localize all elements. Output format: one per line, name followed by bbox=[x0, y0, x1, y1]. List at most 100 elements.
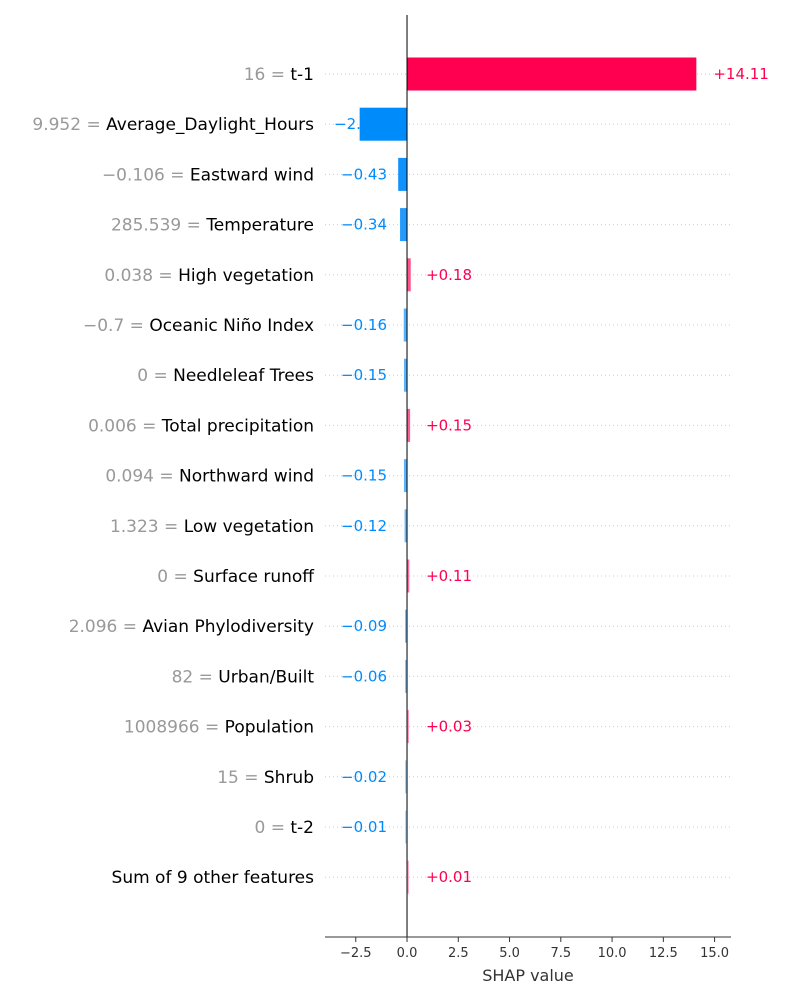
feature-label: 0.006 = Total precipitation bbox=[88, 416, 314, 436]
feature-value: 16 = bbox=[244, 65, 291, 85]
x-tick-label: 12.5 bbox=[649, 946, 678, 961]
bar bbox=[405, 760, 408, 794]
feature-label: 285.539 = Temperature bbox=[111, 216, 314, 236]
feature-label: 2.096 = Avian Phylodiversity bbox=[69, 617, 314, 637]
rows-layer: 16 = t-1 +14.11 9.952 = Average_Daylight_H… bbox=[32, 57, 769, 894]
feature-value: 0.094 = bbox=[105, 467, 179, 487]
feature-name: High vegetation bbox=[178, 266, 314, 286]
value-label: −0.43 bbox=[341, 165, 387, 183]
value-label: −0.09 bbox=[341, 617, 387, 635]
x-tick-label: 0.0 bbox=[397, 946, 418, 961]
feature-label: 0 = Surface runoff bbox=[157, 567, 315, 587]
feature-value: 1.323 = bbox=[110, 517, 184, 537]
row: 1.323 = Low vegetation −0.12 bbox=[110, 509, 731, 543]
value-label: +0.18 bbox=[426, 266, 472, 284]
feature-label: 1.323 = Low vegetation bbox=[110, 517, 314, 537]
feature-value: 82 = bbox=[172, 667, 219, 687]
bar bbox=[407, 710, 410, 744]
row: 15 = Shrub −0.02 bbox=[217, 760, 731, 794]
row: 0.006 = Total precipitation +0.15 bbox=[88, 408, 731, 442]
x-tick-label: 15.0 bbox=[700, 946, 729, 961]
feature-label: 0.038 = High vegetation bbox=[104, 266, 314, 286]
value-label: −2.31 bbox=[334, 115, 380, 133]
row: −0.7 = Oceanic Niño Index −0.16 bbox=[83, 308, 731, 342]
x-tick-label: 5.0 bbox=[499, 946, 520, 961]
value-label: −0.16 bbox=[341, 316, 387, 334]
feature-value: 9.952 = bbox=[32, 115, 106, 135]
value-label: −0.15 bbox=[341, 366, 387, 384]
x-tick-label: 2.5 bbox=[448, 946, 469, 961]
feature-name: Shrub bbox=[264, 768, 314, 788]
feature-name: Urban/Built bbox=[218, 667, 314, 687]
x-axis-title: SHAP value bbox=[482, 966, 574, 985]
bar bbox=[403, 358, 408, 392]
value-label: +0.01 bbox=[426, 868, 472, 886]
row: Sum of 9 other features +0.01 bbox=[112, 860, 731, 894]
bar bbox=[407, 559, 410, 593]
row: 0.038 = High vegetation +0.18 bbox=[104, 258, 731, 292]
row: 1008966 = Population +0.03 bbox=[124, 710, 731, 744]
feature-name: Low vegetation bbox=[184, 517, 314, 537]
bar bbox=[403, 308, 408, 342]
value-label: +0.03 bbox=[426, 718, 472, 736]
feature-label: 0.094 = Northward wind bbox=[105, 467, 314, 487]
feature-value: 0 = bbox=[137, 366, 173, 386]
bar bbox=[400, 208, 408, 242]
feature-value: 0.006 = bbox=[88, 416, 162, 436]
value-label: −0.12 bbox=[341, 517, 387, 535]
bar bbox=[407, 57, 697, 91]
feature-label: 1008966 = Population bbox=[124, 718, 314, 738]
value-label: −0.06 bbox=[341, 667, 387, 685]
bar bbox=[407, 408, 411, 442]
feature-label: 9.952 = Average_Daylight_Hours bbox=[32, 115, 314, 135]
feature-label: 0 = t-2 bbox=[255, 818, 315, 838]
feature-name: Average_Daylight_Hours bbox=[106, 115, 314, 135]
feature-value: 1008966 = bbox=[124, 718, 225, 738]
feature-name: Population bbox=[225, 718, 314, 738]
row: 0 = t-2 −0.01 bbox=[255, 810, 731, 844]
feature-name: Total precipitation bbox=[161, 416, 314, 436]
bar bbox=[407, 860, 410, 894]
feature-name: Northward wind bbox=[179, 467, 314, 487]
value-label: +0.11 bbox=[426, 567, 472, 585]
feature-name: Eastward wind bbox=[190, 165, 314, 185]
value-label: +0.15 bbox=[426, 416, 472, 434]
x-axis: −2.5 0.0 2.5 5.0 7.5 10.0 12.5 15.0 bbox=[325, 936, 731, 961]
row: 285.539 = Temperature −0.34 bbox=[111, 208, 731, 242]
bar bbox=[407, 258, 411, 292]
feature-value: −0.106 = bbox=[102, 165, 190, 185]
feature-value: 2.096 = bbox=[69, 617, 143, 637]
feature-label: 15 = Shrub bbox=[217, 768, 314, 788]
row: 2.096 = Avian Phylodiversity −0.09 bbox=[69, 609, 731, 643]
feature-name: Oceanic Niño Index bbox=[149, 316, 314, 336]
row: 0 = Needleleaf Trees −0.15 bbox=[137, 358, 731, 392]
feature-label: 82 = Urban/Built bbox=[172, 667, 315, 687]
feature-name: Sum of 9 other features bbox=[112, 868, 315, 888]
bar bbox=[405, 659, 408, 693]
feature-label: −0.7 = Oceanic Niño Index bbox=[83, 316, 314, 336]
row: 0 = Surface runoff +0.11 bbox=[157, 559, 731, 593]
feature-value: 0 = bbox=[157, 567, 193, 587]
feature-name: t-1 bbox=[290, 65, 314, 85]
x-tick-label: −2.5 bbox=[340, 946, 372, 961]
value-label: −0.01 bbox=[341, 818, 387, 836]
feature-name: Avian Phylodiversity bbox=[142, 617, 314, 637]
value-label: +14.11 bbox=[713, 65, 769, 83]
feature-value: −0.7 = bbox=[83, 316, 149, 336]
x-tick-label: 7.5 bbox=[550, 946, 571, 961]
feature-value: 0.038 = bbox=[104, 266, 178, 286]
row: −0.106 = Eastward wind −0.43 bbox=[102, 157, 731, 191]
row: 82 = Urban/Built −0.06 bbox=[172, 659, 731, 693]
row: 9.952 = Average_Daylight_Hours −2.31 bbox=[32, 107, 731, 141]
feature-label: −0.106 = Eastward wind bbox=[102, 165, 314, 185]
feature-value: 0 = bbox=[255, 818, 291, 838]
feature-value: 15 = bbox=[217, 768, 264, 788]
row: 0.094 = Northward wind −0.15 bbox=[105, 459, 731, 493]
value-label: −0.02 bbox=[341, 768, 387, 786]
feature-label: 0 = Needleleaf Trees bbox=[137, 366, 314, 386]
feature-name: Temperature bbox=[205, 216, 314, 236]
bar bbox=[403, 459, 408, 493]
feature-value: 285.539 = bbox=[111, 216, 206, 236]
bar bbox=[405, 609, 408, 643]
value-label: −0.15 bbox=[341, 467, 387, 485]
